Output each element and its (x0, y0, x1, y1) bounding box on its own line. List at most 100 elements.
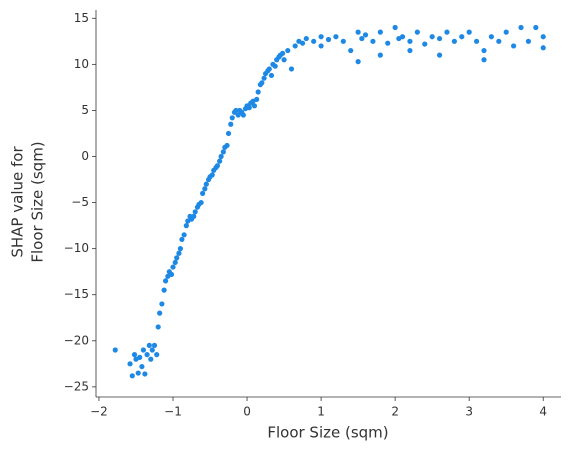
y-tick-label: 15 (74, 11, 89, 25)
point (155, 324, 161, 330)
point (163, 278, 169, 284)
point (217, 158, 223, 164)
point (511, 43, 517, 49)
point (181, 232, 187, 238)
point (149, 347, 155, 353)
point (151, 342, 158, 348)
point (359, 35, 365, 42)
point (407, 47, 413, 54)
point (168, 271, 175, 278)
point (135, 370, 141, 376)
point (481, 57, 487, 63)
point (142, 371, 148, 377)
point (174, 255, 180, 261)
y-axis-label: SHAP value for (9, 146, 27, 258)
point (224, 142, 230, 149)
point (299, 40, 306, 46)
point (200, 190, 206, 196)
point (198, 199, 204, 206)
point (214, 163, 221, 169)
point (266, 66, 272, 72)
y-tick-label: 0 (81, 149, 89, 163)
point (148, 356, 154, 362)
point (414, 29, 420, 35)
point (466, 29, 472, 35)
point (370, 38, 376, 44)
point (340, 38, 346, 44)
point (288, 66, 295, 72)
point (203, 181, 209, 187)
point (272, 63, 278, 69)
x-tick-label: 4 (539, 405, 547, 419)
x-tick-label: 2 (391, 405, 399, 419)
y-tick-label: 5 (81, 103, 89, 117)
point (192, 209, 198, 215)
point (488, 34, 494, 40)
point (255, 89, 261, 95)
y-tick-label: −5 (71, 195, 89, 209)
point (459, 34, 465, 40)
point (407, 38, 413, 44)
x-tick-label: −1 (164, 405, 182, 419)
point (281, 57, 287, 63)
y-tick-label: −25 (64, 379, 89, 393)
point (191, 213, 197, 219)
point (233, 107, 239, 114)
y-tick-label: −20 (64, 333, 89, 347)
point (325, 36, 332, 43)
point (355, 59, 361, 65)
point (220, 149, 226, 155)
point (377, 52, 383, 58)
point (436, 52, 443, 58)
point (540, 34, 546, 40)
point (525, 38, 532, 44)
point (209, 172, 215, 178)
point (228, 121, 234, 127)
point (318, 43, 324, 49)
point (225, 130, 232, 137)
point (362, 32, 369, 38)
point (444, 29, 450, 35)
point (268, 72, 275, 79)
y-axis-label: Floor Size (sqm) (29, 141, 47, 262)
point (481, 47, 487, 54)
point (429, 34, 435, 40)
point (292, 43, 298, 49)
point (154, 352, 160, 358)
point (146, 342, 152, 348)
y-tick-label: −10 (64, 241, 89, 255)
point (377, 29, 383, 35)
point (385, 40, 391, 46)
point (311, 38, 317, 44)
point (140, 347, 146, 353)
point (318, 34, 324, 40)
point (333, 34, 339, 40)
point (261, 75, 267, 81)
point (240, 112, 246, 118)
point (285, 47, 291, 54)
point (246, 105, 252, 111)
point (127, 361, 133, 367)
point (161, 287, 167, 293)
x-tick-label: 1 (317, 405, 325, 419)
point (392, 24, 398, 31)
point (279, 50, 286, 56)
y-tick-label: 10 (74, 57, 89, 71)
point (159, 301, 165, 307)
point (254, 96, 260, 102)
point (533, 24, 539, 31)
point (112, 347, 118, 353)
point (235, 112, 241, 118)
point (183, 223, 189, 229)
x-tick-label: 3 (465, 405, 473, 419)
point (436, 35, 443, 42)
point (131, 352, 138, 358)
x-tick-label: 0 (243, 405, 251, 419)
point (218, 153, 224, 160)
point (129, 373, 135, 379)
point (518, 24, 524, 31)
point (348, 47, 354, 54)
point (179, 236, 185, 243)
point (251, 103, 258, 109)
